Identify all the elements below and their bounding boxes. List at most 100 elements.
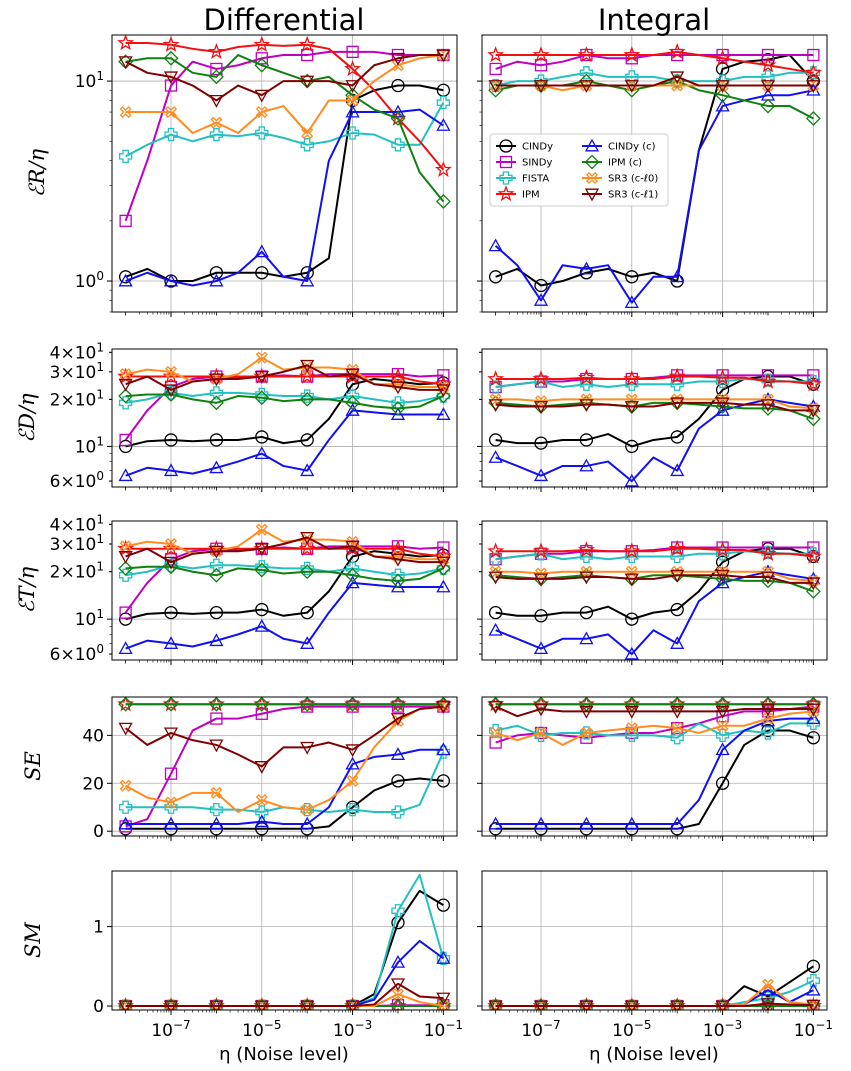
point-fista xyxy=(761,726,775,740)
point-sr3-c-l0 xyxy=(301,126,314,140)
series-group xyxy=(487,43,822,309)
point-cindy xyxy=(715,383,730,397)
point-sr3-c-l1 xyxy=(760,571,776,585)
point-cindy-c xyxy=(300,463,315,477)
point-sr3-c-l1 xyxy=(670,705,685,719)
point-fista xyxy=(345,126,360,140)
series-line-ipm xyxy=(125,547,444,558)
point-ipm-c xyxy=(435,560,451,576)
point-cindy xyxy=(806,959,821,973)
legend-label-cindy: CINDy xyxy=(522,142,553,153)
point-cindy-c xyxy=(579,631,594,645)
legend-label-ipm-c: IPM (c) xyxy=(608,158,642,169)
point-ipm xyxy=(298,367,316,384)
point-sr3-c-l0 xyxy=(716,719,729,732)
x-tick-label: 10−1 xyxy=(794,1018,833,1041)
column-title-integral: Integral xyxy=(598,3,710,37)
point-cindy-c xyxy=(436,407,451,420)
point-cindy-c xyxy=(345,575,360,589)
point-ipm-c xyxy=(118,388,134,404)
point-sr3-c-l1 xyxy=(254,761,269,774)
point-cindy-c xyxy=(209,460,224,474)
point-sr3-c-l1 xyxy=(579,399,594,412)
point-ipm-c xyxy=(299,391,315,407)
series-line-sindy xyxy=(495,374,814,388)
point-sr3-c-l1 xyxy=(760,80,776,93)
point-sr3-c-l1 xyxy=(163,556,179,570)
point-cindy xyxy=(670,602,684,617)
point-sr3-c-l1 xyxy=(533,80,549,93)
series-line-cindy xyxy=(495,547,814,621)
point-sr3-c-l1 xyxy=(436,49,451,63)
plot-frame xyxy=(481,870,828,1011)
point-cindy xyxy=(625,439,639,454)
point-sr3-c-l1 xyxy=(163,1000,179,1010)
point-ipm-c xyxy=(254,57,270,73)
point-cindy xyxy=(488,270,503,284)
point-sr3-c-l1 xyxy=(300,1000,315,1010)
point-sr3-c-l1 xyxy=(436,992,451,1006)
panel-row4-col1: 0 20 40 xyxy=(82,696,458,842)
plot-frame xyxy=(111,696,458,837)
point-sindy xyxy=(437,541,450,554)
point-sr3-c-l0 xyxy=(210,116,223,129)
point-ipm-c xyxy=(208,567,224,583)
point-sr3-c-l1 xyxy=(624,573,639,587)
point-cindy-c xyxy=(533,816,549,830)
series-line-sindy xyxy=(124,50,444,222)
point-ipm xyxy=(759,544,777,561)
point-sr3-c-l1 xyxy=(670,397,685,411)
point-ipm-c xyxy=(390,401,406,416)
point-ipm-c xyxy=(208,69,224,85)
series-group xyxy=(117,697,452,836)
point-ipm xyxy=(487,46,505,63)
point-ipm xyxy=(804,547,822,564)
y-tick-label: 40 xyxy=(82,726,104,746)
legend-label-ipm: IPM xyxy=(522,190,540,201)
point-ipm-c xyxy=(345,567,361,583)
point-sr3-c-l0 xyxy=(164,796,178,809)
point-cindy xyxy=(209,266,224,280)
point-cindy-c xyxy=(163,816,179,830)
point-cindy xyxy=(715,776,730,790)
point-ipm xyxy=(804,375,822,392)
point-cindy-c xyxy=(345,104,360,118)
series-line-sindy xyxy=(495,546,814,561)
plot-frame xyxy=(111,520,458,661)
point-fista xyxy=(391,805,405,819)
y-tick-label: 3×101 xyxy=(50,532,104,555)
series-line-ipm-c xyxy=(125,393,444,410)
point-cindy-c xyxy=(488,622,503,636)
series-line-ipm-c xyxy=(125,54,445,203)
series-line-sr3-c-l1 xyxy=(495,401,814,412)
point-sr3-c-l0 xyxy=(164,106,178,119)
point-sr3-c-l0 xyxy=(255,1000,268,1010)
point-sr3-c-l1 xyxy=(390,52,406,66)
point-cindy-c xyxy=(670,636,685,649)
series-line-ipm xyxy=(125,375,444,386)
point-cindy-c xyxy=(254,814,269,828)
point-sr3-c-l1 xyxy=(209,545,224,559)
point-sr3-c-l1 xyxy=(390,553,406,567)
series-line-cindy-c xyxy=(125,409,444,477)
point-cindy xyxy=(391,78,405,93)
point-sr3-c-l1 xyxy=(300,359,315,373)
point-cindy xyxy=(806,731,821,745)
point-cindy-c xyxy=(390,407,406,420)
series-line-cindy xyxy=(125,377,444,448)
point-sr3-c-l0 xyxy=(119,540,132,553)
point-cindy-c xyxy=(533,293,549,306)
point-ipm xyxy=(759,372,777,389)
point-sr3-c-l1 xyxy=(760,998,776,1010)
point-cindy-c xyxy=(806,982,821,996)
series-line-fista xyxy=(125,102,445,158)
point-cindy-c xyxy=(488,450,503,463)
point-sr3-c-l1 xyxy=(806,80,821,93)
point-sr3-c-l1 xyxy=(345,540,360,554)
point-sr3-c-l0 xyxy=(489,79,502,92)
point-ipm xyxy=(759,56,777,73)
point-sr3-c-l0 xyxy=(346,535,359,548)
plot-frame xyxy=(481,696,828,837)
